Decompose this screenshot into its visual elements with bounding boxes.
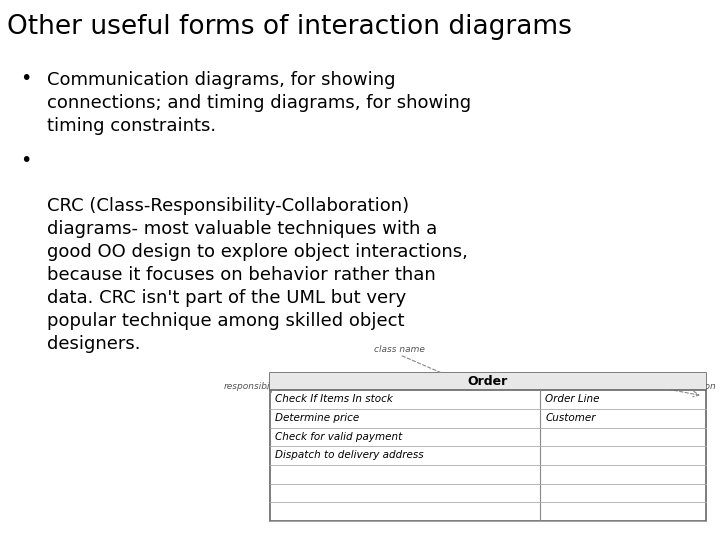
Text: •: • bbox=[20, 151, 32, 170]
Text: Order Line: Order Line bbox=[545, 394, 600, 404]
Text: CRC (Class-Responsibility-Collaboration)
diagrams- most valuable techniques with: CRC (Class-Responsibility-Collaboration)… bbox=[47, 197, 468, 353]
Text: Customer: Customer bbox=[545, 413, 595, 423]
Text: Dispatch to delivery address: Dispatch to delivery address bbox=[275, 450, 423, 461]
Text: Check for valid payment: Check for valid payment bbox=[275, 431, 402, 442]
Text: responsibility: responsibility bbox=[223, 382, 284, 390]
Bar bbox=[270, 373, 706, 390]
Bar bbox=[270, 373, 706, 521]
Text: Check If Items In stock: Check If Items In stock bbox=[275, 394, 393, 404]
Text: collaboration: collaboration bbox=[657, 382, 716, 390]
Text: class name: class name bbox=[374, 345, 425, 354]
Text: •: • bbox=[20, 69, 32, 88]
Text: Other useful forms of interaction diagrams: Other useful forms of interaction diagra… bbox=[7, 14, 572, 39]
Text: Order: Order bbox=[468, 375, 508, 388]
Text: Determine price: Determine price bbox=[275, 413, 359, 423]
Text: Communication diagrams, for showing
connections; and timing diagrams, for showin: Communication diagrams, for showing conn… bbox=[47, 71, 471, 135]
